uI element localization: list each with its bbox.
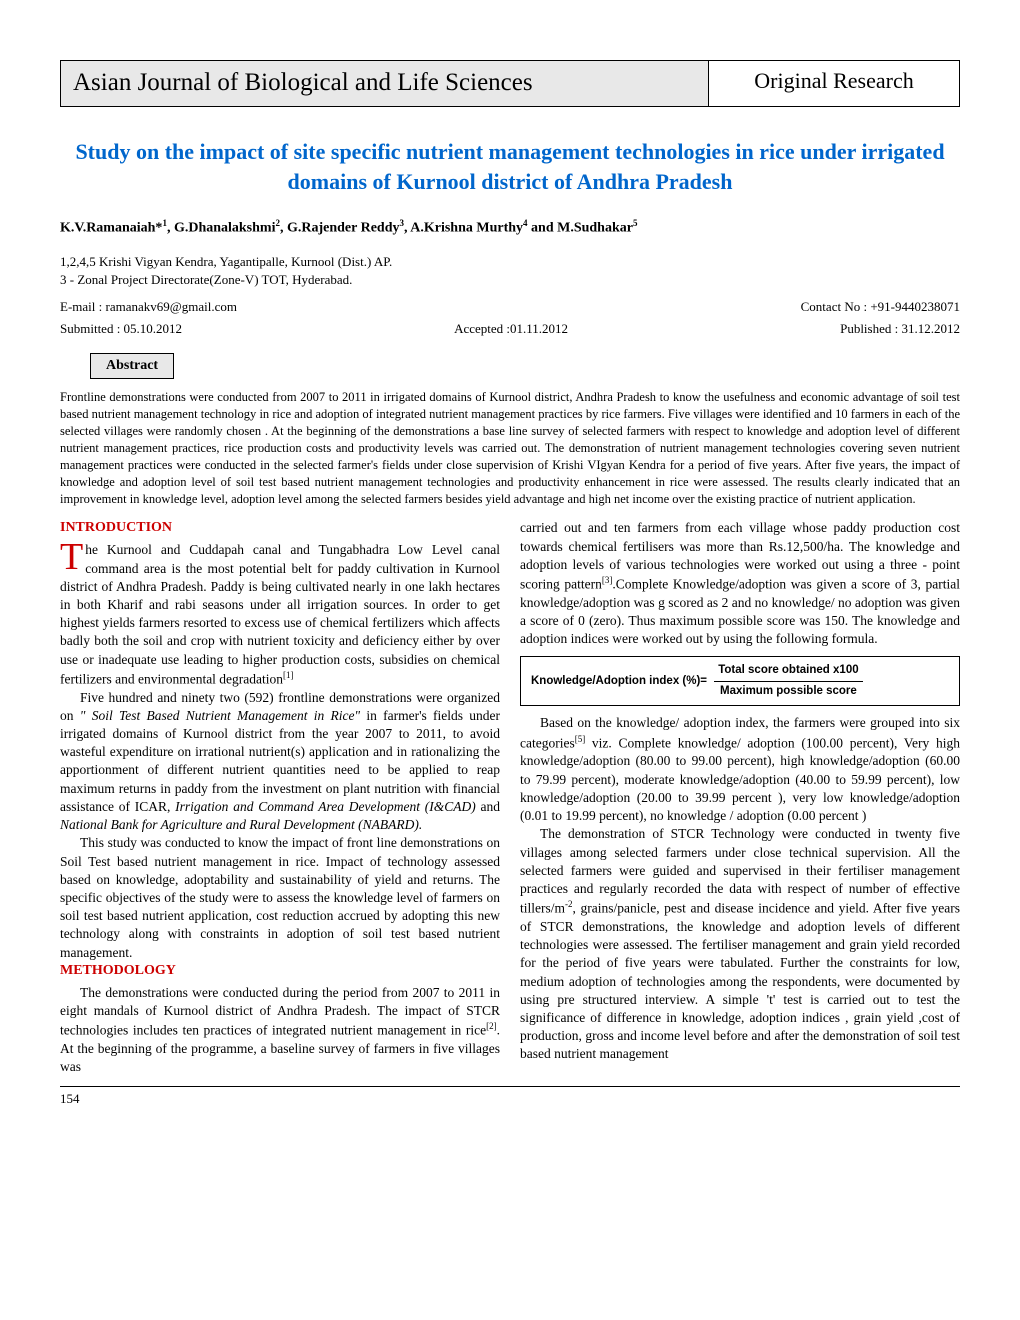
formula-label: Knowledge/Adoption index (%)= [531,675,707,687]
introduction-heading: INTRODUCTION [60,519,500,538]
right-paragraph-1: carried out and ten farmers from each vi… [520,519,960,648]
email: E-mail : ramanakv69@gmail.com [60,299,237,316]
journal-header: Asian Journal of Biological and Life Sci… [60,60,960,107]
intro-paragraph-2: Five hundred and ninety two (592) frontl… [60,689,500,835]
authors: K.V.Ramanaiah*1, G.Dhanalakshmi2, G.Raje… [60,218,960,238]
accepted-date: Accepted :01.11.2012 [454,321,568,338]
journal-name: Asian Journal of Biological and Life Sci… [61,61,709,106]
right-paragraph-2: Based on the knowledge/ adoption index, … [520,714,960,825]
article-category: Original Research [709,61,959,106]
dates-row: Submitted : 05.10.2012 Accepted :01.11.2… [60,321,960,338]
formula-denominator: Maximum possible score [714,682,862,700]
article-title: Study on the impact of site specific nut… [60,137,960,199]
formula-box: Knowledge/Adoption index (%)= Total scor… [520,656,960,706]
left-column: INTRODUCTION The Kurnool and Cuddapah ca… [60,519,500,1076]
page-footer: 154 [60,1086,960,1108]
formula-numerator: Total score obtained x100 [714,663,862,682]
intro-paragraph-1: The Kurnool and Cuddapah canal and Tunga… [60,541,500,688]
submitted-date: Submitted : 05.10.2012 [60,321,182,338]
right-column: carried out and ten farmers from each vi… [520,519,960,1076]
methodology-heading: METHODOLOGY [60,962,500,981]
published-date: Published : 31.12.2012 [840,321,960,338]
contact-no: Contact No : +91-9440238071 [801,299,960,316]
contact-row: E-mail : ramanakv69@gmail.com Contact No… [60,299,960,316]
formula-fraction: Total score obtained x100 Maximum possib… [714,663,862,699]
abstract-text: Frontline demonstrations were conducted … [60,389,960,507]
intro-paragraph-3: This study was conducted to know the imp… [60,834,500,962]
body-columns: INTRODUCTION The Kurnool and Cuddapah ca… [60,519,960,1076]
page-number: 154 [60,1091,80,1106]
dropcap-t: T [60,541,85,573]
method-paragraph-1: The demonstrations were conducted during… [60,984,500,1077]
abstract-label: Abstract [90,353,174,379]
affiliations: 1,2,4,5 Krishi Vigyan Kendra, Yagantipal… [60,253,960,289]
right-paragraph-3: The demonstration of STCR Technology wer… [520,825,960,1063]
